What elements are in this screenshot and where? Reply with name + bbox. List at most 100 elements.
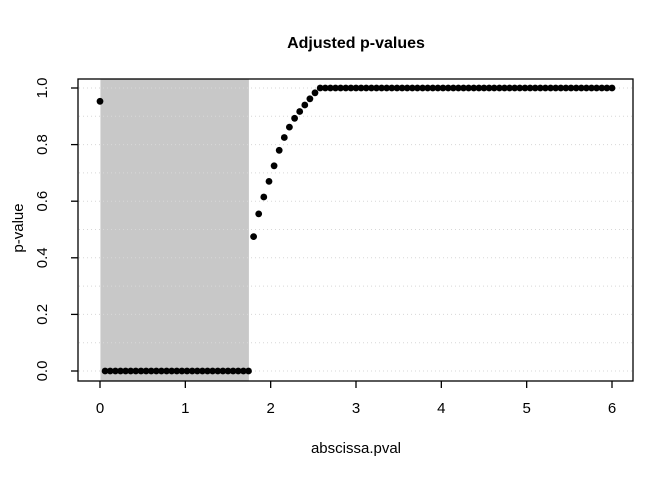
data-point bbox=[490, 84, 498, 92]
data-point bbox=[245, 367, 252, 375]
data-point bbox=[562, 84, 570, 92]
data-point bbox=[403, 84, 411, 92]
data-point bbox=[229, 367, 237, 375]
data-point bbox=[398, 84, 406, 92]
data-point bbox=[337, 84, 344, 92]
data-point bbox=[408, 84, 416, 92]
y-tick-label: 0.4 bbox=[34, 247, 51, 268]
data-point bbox=[424, 84, 432, 92]
y-axis-ticks bbox=[71, 87, 78, 372]
data-point bbox=[214, 367, 222, 375]
data-point bbox=[608, 84, 616, 92]
data-point bbox=[593, 84, 600, 92]
x-tick-label: 3 bbox=[352, 400, 360, 417]
data-point bbox=[449, 84, 457, 92]
scatter-points bbox=[96, 84, 616, 375]
data-point bbox=[429, 84, 437, 92]
data-point bbox=[183, 367, 191, 375]
data-point bbox=[209, 367, 217, 375]
data-point bbox=[470, 84, 478, 92]
data-point bbox=[383, 84, 391, 92]
data-point bbox=[603, 84, 611, 92]
data-point bbox=[296, 108, 304, 115]
data-point bbox=[332, 84, 339, 92]
data-point bbox=[255, 210, 263, 218]
x-tick-label: 2 bbox=[266, 400, 274, 417]
data-point bbox=[193, 367, 201, 375]
data-point bbox=[501, 84, 508, 92]
data-point bbox=[378, 84, 385, 92]
data-point bbox=[204, 367, 211, 375]
x-tick-label: 4 bbox=[437, 400, 445, 417]
data-point bbox=[250, 233, 257, 241]
data-point bbox=[347, 84, 355, 92]
x-tick-label: 0 bbox=[96, 400, 104, 417]
data-point bbox=[460, 84, 467, 92]
data-point bbox=[567, 84, 575, 92]
data-point bbox=[260, 193, 268, 201]
data-point bbox=[147, 367, 155, 375]
data-point bbox=[311, 89, 319, 97]
data-point bbox=[137, 367, 145, 375]
data-point bbox=[572, 84, 580, 92]
x-tick-label: 6 bbox=[608, 400, 616, 417]
data-point bbox=[521, 84, 529, 92]
x-axis-ticks bbox=[99, 381, 613, 388]
data-point bbox=[577, 84, 585, 92]
data-point bbox=[419, 84, 426, 92]
data-point bbox=[547, 84, 554, 92]
shaded-region bbox=[100, 79, 249, 381]
data-point bbox=[511, 84, 519, 92]
data-point bbox=[132, 367, 140, 375]
data-point bbox=[199, 367, 206, 375]
y-axis-label: p-value bbox=[10, 203, 27, 252]
data-point bbox=[142, 367, 150, 375]
data-point bbox=[152, 367, 160, 375]
data-point bbox=[122, 367, 129, 375]
data-point bbox=[188, 367, 196, 375]
data-point bbox=[112, 367, 119, 375]
data-point bbox=[542, 84, 549, 92]
y-tick-label: 0.0 bbox=[34, 361, 51, 382]
data-point bbox=[598, 84, 606, 92]
y-axis-tick-labels: 0.0 0.2 0.4 0.6 0.8 1.0 bbox=[34, 78, 51, 382]
data-point bbox=[506, 84, 513, 92]
y-tick-label: 0.8 bbox=[34, 134, 51, 155]
data-point bbox=[373, 84, 380, 92]
data-point bbox=[280, 134, 288, 141]
data-point bbox=[286, 123, 293, 131]
data-point bbox=[352, 84, 360, 92]
data-point bbox=[301, 101, 309, 109]
data-point bbox=[531, 84, 539, 92]
data-point bbox=[163, 367, 171, 375]
data-point bbox=[526, 84, 534, 92]
data-point bbox=[275, 146, 283, 154]
data-point bbox=[224, 367, 232, 375]
data-point bbox=[270, 162, 278, 170]
data-point bbox=[434, 84, 442, 92]
data-point bbox=[117, 367, 124, 375]
data-point bbox=[357, 84, 365, 92]
data-point bbox=[316, 84, 324, 92]
data-point bbox=[234, 367, 242, 375]
data-point bbox=[368, 84, 375, 92]
data-point bbox=[388, 84, 396, 92]
x-tick-label: 5 bbox=[522, 400, 530, 417]
data-point bbox=[465, 84, 472, 92]
data-point bbox=[536, 84, 544, 92]
data-point bbox=[588, 84, 595, 92]
data-point bbox=[265, 178, 273, 185]
data-point bbox=[475, 84, 483, 92]
data-point bbox=[173, 367, 181, 375]
data-point bbox=[480, 84, 488, 92]
data-point bbox=[342, 84, 350, 92]
data-point bbox=[168, 367, 176, 375]
x-tick-label: 1 bbox=[181, 400, 189, 417]
data-point bbox=[96, 97, 104, 105]
chart-title: Adjusted p-values bbox=[287, 35, 425, 52]
data-point bbox=[240, 367, 247, 375]
data-point bbox=[306, 95, 314, 103]
data-point bbox=[485, 84, 493, 92]
data-point bbox=[362, 84, 370, 92]
